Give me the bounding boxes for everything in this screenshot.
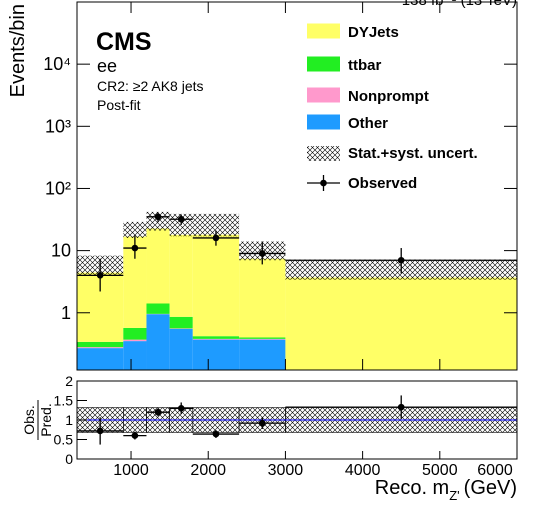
legend-swatch — [307, 56, 340, 72]
stack-bar — [169, 328, 193, 370]
legend-label: Stat.+syst. uncert. — [348, 145, 478, 162]
legend-label: Other — [348, 115, 388, 132]
legend-label: DYJets — [348, 24, 399, 41]
observed-point — [169, 214, 193, 225]
marker — [397, 256, 405, 264]
x-label-unit: (GeV) — [464, 477, 517, 499]
channel: ee — [97, 56, 117, 76]
stack-bar — [146, 314, 170, 370]
fit-state: Post-fit — [97, 97, 141, 113]
legend-label: Nonprompt — [348, 88, 429, 105]
ratio-point — [77, 417, 124, 445]
x-label-main: Reco. m — [375, 477, 449, 499]
x-tick-label: 2000 — [190, 462, 226, 479]
stack-bar — [239, 258, 286, 338]
y-tick-label: 1.5 — [54, 393, 74, 409]
stack-bar — [169, 234, 193, 317]
ratio-point — [239, 417, 286, 429]
stack-bar — [192, 339, 240, 370]
observed-point — [239, 241, 286, 265]
y-tick-label: 1 — [65, 412, 73, 428]
x-tick-label: 4000 — [345, 462, 381, 479]
marker — [258, 419, 266, 427]
marker — [177, 405, 185, 412]
ratio-plot — [77, 395, 517, 445]
stack-bar — [192, 234, 240, 337]
stack-bar — [77, 341, 124, 348]
marker — [131, 432, 139, 439]
marker — [258, 250, 266, 257]
x-label-sub: Z' — [449, 488, 459, 503]
stack-bar — [192, 338, 240, 340]
legend-swatch — [307, 146, 340, 161]
y-tick-label: 0 — [65, 451, 73, 467]
x-tick-label: 6000 — [477, 462, 513, 479]
ratio-point — [169, 402, 193, 415]
y-tick-label: 10⁴ — [43, 54, 71, 74]
legend-swatch — [307, 87, 340, 103]
stack-bar — [146, 228, 170, 304]
ratio-point — [146, 408, 170, 417]
legend-swatch — [307, 114, 340, 130]
marker — [131, 244, 139, 252]
marker — [96, 427, 104, 435]
x-tick-label: 1000 — [113, 462, 149, 479]
stack-bar — [77, 348, 124, 370]
marker — [397, 403, 405, 411]
x-axis-label: Reco. mZ' (GeV) — [375, 477, 517, 503]
marker — [154, 213, 162, 221]
stack-bar — [239, 337, 286, 339]
ratio-point — [123, 431, 147, 440]
observed-point — [123, 235, 147, 259]
ratio-y-label: Obs. Pred. — [21, 400, 54, 440]
experiment: CMS — [96, 28, 152, 56]
stack-bar — [285, 277, 517, 370]
observed-point — [77, 258, 124, 292]
y-axis-label: Events/bin — [7, 4, 29, 97]
x-tick-label: 3000 — [268, 462, 304, 479]
observed-point — [192, 230, 240, 246]
y-tick-label: 1 — [61, 303, 71, 323]
uncert-band — [123, 221, 147, 238]
stack-bar — [146, 303, 170, 314]
stack-bar — [123, 236, 147, 328]
y-tick-label: 0.5 — [54, 432, 74, 448]
observed-point — [146, 212, 170, 222]
ratio-point — [192, 430, 240, 438]
y-tick-label: 2 — [65, 373, 73, 389]
ratio-y-label-den: Pred. — [38, 403, 54, 436]
ratio-y-label-num: Obs. — [21, 405, 37, 435]
lumi: 138 fb⁻¹ (13 TeV) — [402, 0, 517, 9]
region: CR2: ≥2 AK8 jets — [97, 78, 204, 94]
marker — [177, 215, 185, 223]
marker — [212, 234, 220, 242]
observed-point — [285, 248, 517, 274]
marker — [96, 272, 104, 279]
stack-bar — [169, 316, 193, 329]
stack-bar — [123, 327, 147, 340]
stack-bar — [123, 341, 147, 370]
legend-marker — [320, 179, 327, 187]
legend-swatch — [307, 23, 340, 39]
stack-bar — [239, 338, 286, 340]
x-tick-label: 5000 — [422, 462, 458, 479]
marker — [154, 408, 162, 416]
marker — [212, 430, 220, 438]
legend-label: Observed — [348, 175, 417, 192]
stack-bar — [123, 339, 147, 342]
main-plot — [77, 211, 517, 370]
y-tick-label: 10³ — [45, 116, 71, 136]
stack-bar — [77, 347, 124, 349]
y-tick-label: 10² — [45, 178, 71, 198]
stack-bar — [192, 336, 240, 339]
axes: 1 10 10² 10³ 10⁴ 0 0.5 1 1.5 2 1000 2000 3000 4000 500… — [7, 0, 518, 503]
main-frame — [76, 1, 518, 371]
y-tick-label: 10 — [51, 241, 71, 261]
ratio-point — [285, 395, 517, 419]
uncert-band — [192, 213, 240, 237]
stack-bar — [239, 339, 286, 370]
legend-label: ttbar — [348, 57, 381, 74]
